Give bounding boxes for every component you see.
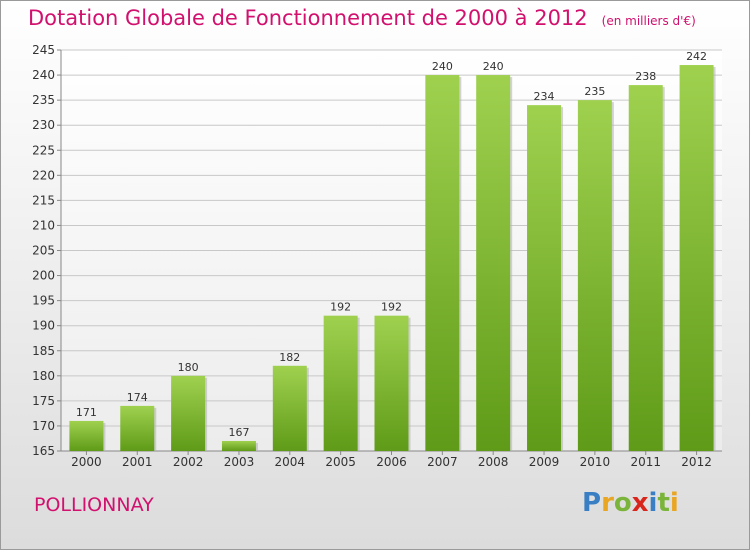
logo-letter: i	[648, 488, 658, 518]
commune-name: POLLIONNAY	[34, 494, 154, 516]
value-label: 235	[584, 85, 605, 98]
proxiti-logo: Proxiti	[582, 488, 679, 518]
x-tick-label: 2012	[681, 455, 712, 469]
bar	[425, 75, 460, 451]
y-tick-label: 215	[32, 193, 55, 207]
bar	[527, 105, 562, 451]
bar	[171, 375, 206, 451]
bar	[323, 315, 358, 451]
y-tick-label: 195	[32, 294, 55, 308]
bar	[374, 315, 409, 451]
chart-title-text: Dotation Globale de Fonctionnement de 20…	[28, 6, 588, 30]
logo-letter: r	[601, 488, 614, 518]
logo-letter: i	[669, 488, 679, 518]
y-tick-label: 240	[32, 68, 55, 82]
x-tick-label: 2011	[630, 455, 661, 469]
y-tick-label: 170	[32, 419, 55, 433]
value-label: 174	[127, 391, 148, 404]
y-tick-label: 190	[32, 319, 55, 333]
value-label: 234	[534, 90, 555, 103]
bar	[628, 85, 663, 452]
bar	[679, 65, 714, 451]
bar	[577, 100, 612, 451]
value-label: 180	[178, 361, 199, 374]
y-tick-label: 210	[32, 218, 55, 232]
logo-letter: P	[582, 488, 602, 518]
x-tick-label: 2004	[275, 455, 306, 469]
x-tick-label: 2010	[580, 455, 611, 469]
chart-unit: (en milliers d'€)	[601, 14, 696, 28]
x-tick-label: 2007	[427, 455, 458, 469]
y-tick-label: 180	[32, 369, 55, 383]
bar	[476, 75, 511, 451]
bar	[69, 420, 104, 451]
bar	[120, 405, 155, 451]
x-tick-label: 2002	[173, 455, 204, 469]
y-tick-label: 225	[32, 143, 55, 157]
value-label: 192	[330, 301, 351, 314]
value-label: 182	[279, 351, 300, 364]
y-tick-label: 205	[32, 244, 55, 258]
logo-letter: o	[613, 488, 632, 518]
logo-letter: x	[631, 488, 649, 518]
y-tick-label: 230	[32, 118, 55, 132]
x-tick-label: 2000	[71, 455, 102, 469]
y-tick-label: 245	[32, 43, 55, 57]
y-tick-label: 235	[32, 93, 55, 107]
y-tick-label: 185	[32, 344, 55, 358]
x-tick-label: 2005	[325, 455, 356, 469]
value-label: 167	[228, 426, 249, 439]
value-label: 171	[76, 406, 97, 419]
value-label: 242	[686, 50, 707, 63]
x-tick-label: 2006	[376, 455, 407, 469]
value-label: 192	[381, 301, 402, 314]
plot-area: 165 170 175 180 185 190 195 200 205 210 215 220 225 2…	[32, 43, 722, 469]
y-tick-label: 175	[32, 394, 55, 408]
x-tick-label: 2009	[529, 455, 560, 469]
value-label: 240	[432, 60, 453, 73]
bar	[221, 440, 256, 451]
bar	[272, 365, 307, 451]
x-tick-label: 2003	[224, 455, 255, 469]
x-tick-label: 2001	[122, 455, 153, 469]
chart-title: Dotation Globale de Fonctionnement de 20…	[28, 6, 696, 30]
y-tick-label: 220	[32, 168, 55, 182]
logo-letter: t	[657, 488, 670, 518]
y-tick-label: 200	[32, 269, 55, 283]
value-label: 240	[483, 60, 504, 73]
value-label: 238	[635, 70, 656, 83]
y-tick-label: 165	[32, 444, 55, 458]
x-tick-label: 2008	[478, 455, 509, 469]
